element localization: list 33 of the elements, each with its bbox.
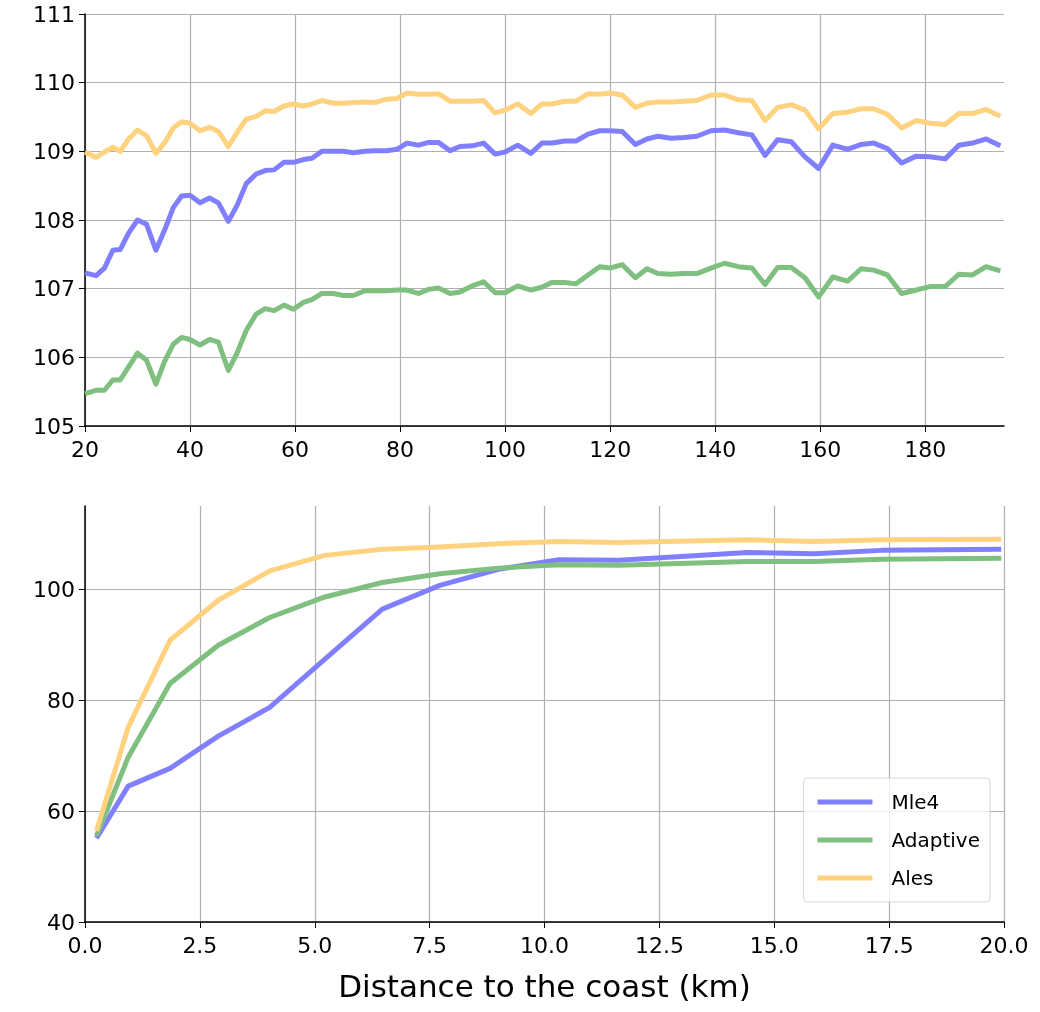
- x-tick-label: 180: [904, 436, 947, 462]
- y-tick-label: 60: [47, 798, 75, 824]
- x-tick-label: 120: [589, 436, 632, 462]
- x-tick-label: 60: [281, 436, 310, 462]
- y-tick-label: 107: [33, 276, 75, 302]
- y-tick-label: 111: [33, 1, 75, 27]
- x-tick-label: 100: [484, 436, 527, 462]
- x-tick-label: 40: [176, 436, 205, 462]
- x-tick-label: 15.0: [749, 932, 799, 958]
- x-tick-label: 5.0: [297, 932, 333, 958]
- x-tick-label: 20: [71, 436, 99, 462]
- x-axis-title: Distance to the coast (km): [338, 967, 751, 1004]
- y-tick-label: 106: [33, 344, 75, 370]
- y-tick-label: 108: [33, 207, 75, 233]
- x-tick-label: 80: [386, 436, 415, 462]
- x-tick-label: 140: [694, 436, 737, 462]
- legend-label: Mle4: [891, 790, 940, 814]
- x-tick-label: 7.5: [412, 932, 448, 958]
- y-tick-label: 80: [47, 687, 75, 713]
- y-tick-label: 100: [33, 576, 75, 602]
- legend-label: Ales: [891, 866, 934, 890]
- y-tick-label: 110: [33, 70, 75, 96]
- legend-label: Adaptive: [891, 828, 980, 852]
- x-tick-label: 10.0: [520, 932, 569, 958]
- y-tick-label: 40: [47, 909, 75, 935]
- x-tick-label: 2.5: [182, 932, 218, 958]
- x-tick-label: 0.0: [67, 932, 103, 958]
- x-tick-label: 12.5: [634, 932, 684, 958]
- y-tick-label: 109: [33, 138, 75, 164]
- x-tick-label: 20.0: [979, 932, 1029, 958]
- x-tick-label: 17.5: [864, 932, 914, 958]
- x-tick-label: 160: [799, 436, 842, 462]
- y-tick-label: 105: [33, 413, 75, 439]
